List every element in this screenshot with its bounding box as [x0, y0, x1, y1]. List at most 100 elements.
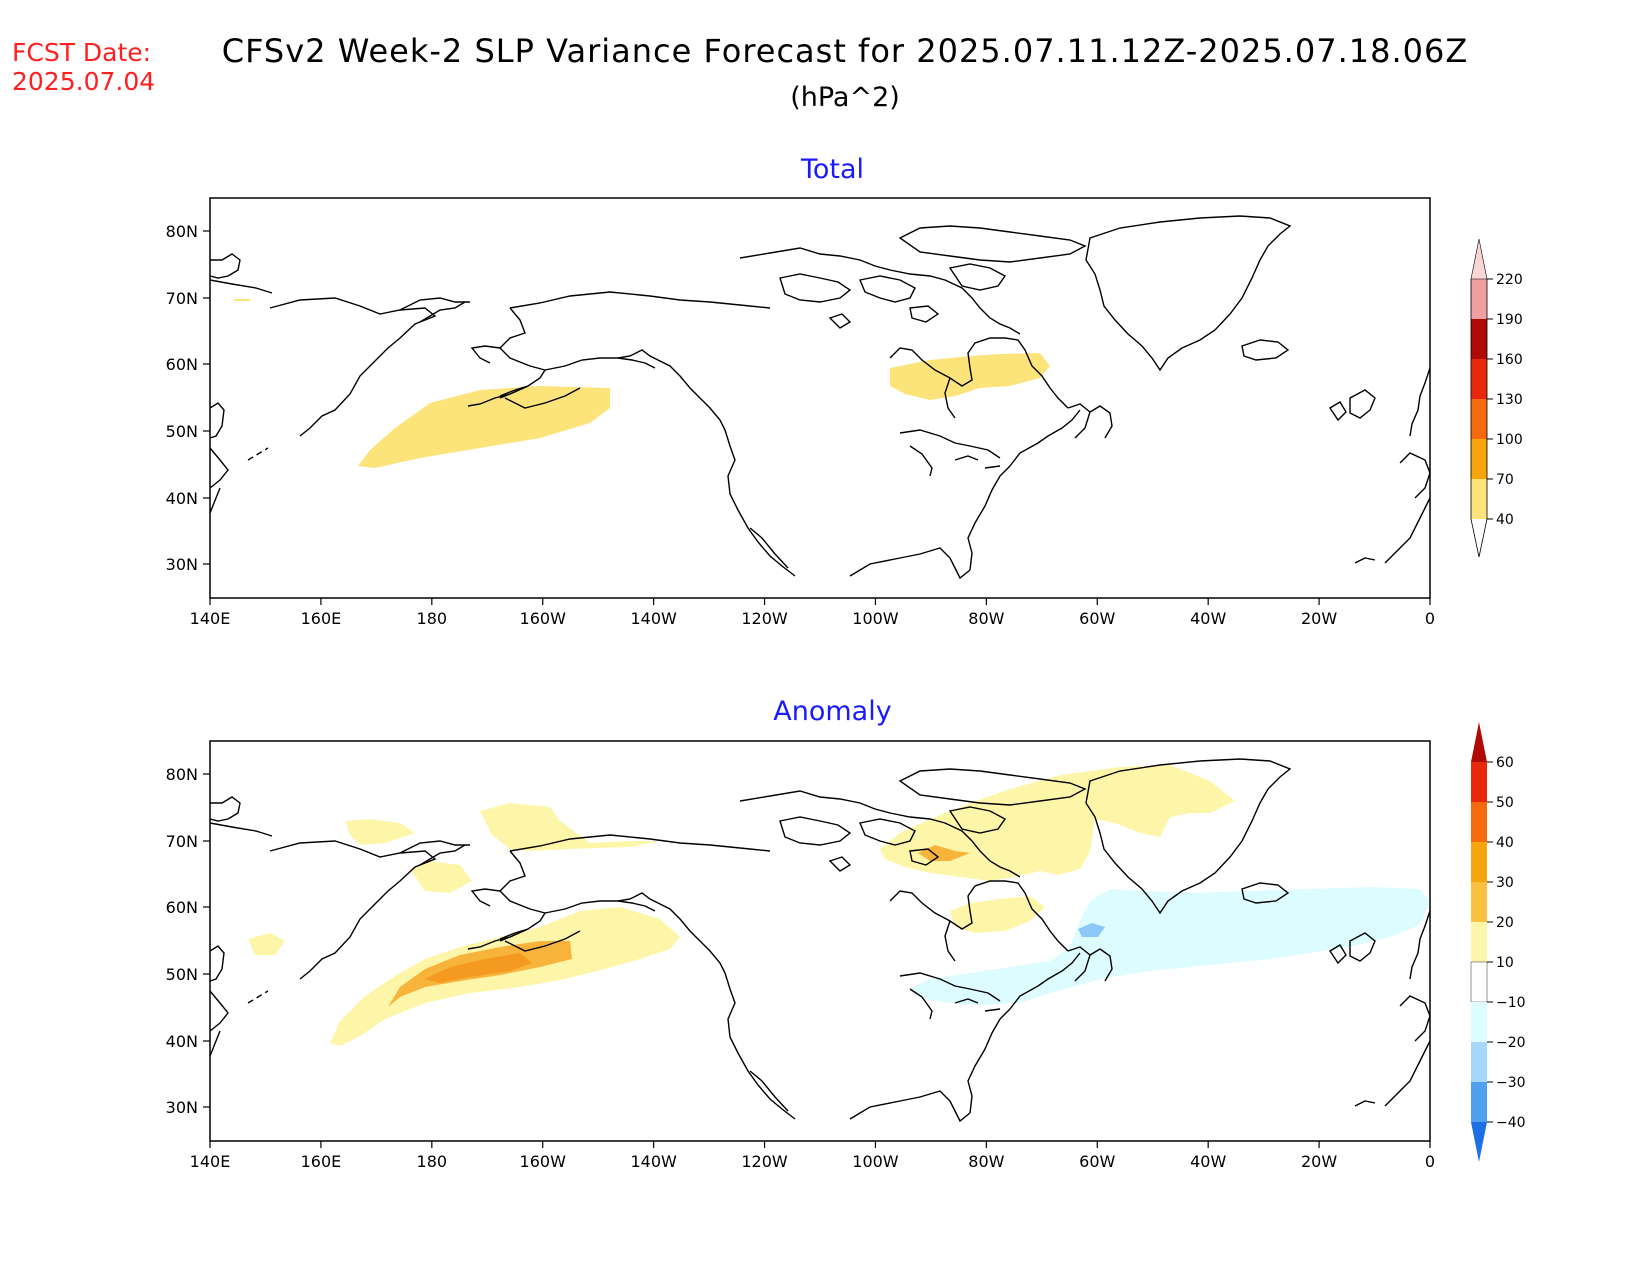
colorbar-label: 40 — [1496, 835, 1514, 851]
forecast-date-value: 2025.07.04 — [12, 67, 156, 96]
colorbar-label: −20 — [1496, 1035, 1526, 1051]
anomaly-alaska-region — [480, 803, 660, 851]
total-map-background — [210, 198, 1430, 598]
colorbar-swatch — [1471, 882, 1487, 922]
colorbar-swatch — [1471, 479, 1487, 519]
anomaly-bering-region — [410, 861, 472, 893]
lon-tick-label: 160W — [520, 1152, 567, 1171]
lat-tick-label: 40N — [166, 489, 198, 508]
anomaly-map-panel: 140E 160E 180 160W 140W 120W 100W 80W 60W 40W 20W 0… — [166, 740, 1435, 1171]
colorbar-label: 130 — [1496, 392, 1523, 408]
anomaly-arctic-region — [880, 765, 1235, 881]
colorbar-swatch — [1471, 1002, 1487, 1042]
colorbar-swatch — [1471, 762, 1487, 802]
colorbar-bottom-triangle — [1471, 1122, 1487, 1162]
colorbar-swatch — [1471, 922, 1487, 962]
anomaly-atlantic-negative-region — [910, 887, 1430, 1005]
lat-tick-label: 80N — [166, 222, 198, 241]
colorbar-label: 50 — [1496, 795, 1514, 811]
total-variance-pacific-region — [358, 386, 610, 468]
total-map-panel: 140E 160E 180 160W 140W 120W 100W 80W 60W 40W 20W 0… — [166, 197, 1435, 628]
lon-tick-label: 20W — [1301, 609, 1337, 628]
main-title: CFSv2 Week-2 SLP Variance Forecast for 2… — [221, 32, 1469, 70]
colorbar-label: −10 — [1496, 995, 1526, 1011]
colorbar-swatch — [1471, 1082, 1487, 1122]
colorbar-label: 100 — [1496, 432, 1523, 448]
lon-tick-label: 140E — [190, 1152, 231, 1171]
colorbar-swatch — [1471, 802, 1487, 842]
lon-tick-label: 40W — [1190, 609, 1226, 628]
panel-title-total: Total — [800, 154, 865, 185]
anomaly-chukotka-region — [345, 819, 415, 845]
lon-tick-label: 140E — [190, 609, 231, 628]
colorbar-label: −30 — [1496, 1075, 1526, 1091]
lon-tick-label: 120W — [741, 1152, 788, 1171]
forecast-date-label: FCST Date: 2025.07.04 — [12, 38, 155, 96]
colorbar-label: 30 — [1496, 875, 1514, 891]
total-axis-ticks: 140E 160E 180 160W 140W 120W 100W 80W 60W 40W 20W 0… — [166, 222, 1435, 628]
anomaly-colorbar: 60 50 40 30 20 10 −10 −20 −30 −40 — [1470, 722, 1526, 1162]
lon-tick-label: 80W — [968, 609, 1004, 628]
colorbar-swatch — [1470, 238, 1488, 280]
lon-tick-label: 80W — [968, 1152, 1004, 1171]
lat-tick-label: 50N — [166, 965, 198, 984]
lat-tick-label: 60N — [166, 355, 198, 374]
colorbar-swatch — [1471, 319, 1487, 359]
lat-tick-label: 40N — [166, 1032, 198, 1051]
lon-tick-label: 0 — [1425, 609, 1435, 628]
anomaly-pacific-light-region — [330, 907, 680, 1046]
total-colorbar: 40 70 100 130 160 190 220 — [1470, 238, 1523, 558]
lon-tick-label: 160E — [301, 1152, 342, 1171]
lat-tick-label: 80N — [166, 765, 198, 784]
colorbar-label: 10 — [1496, 955, 1514, 971]
lat-tick-label: 30N — [166, 1098, 198, 1117]
lon-tick-label: 160W — [520, 609, 567, 628]
colorbar-swatch — [1471, 1042, 1487, 1082]
colorbar-label: 20 — [1496, 915, 1514, 931]
lon-tick-label: 40W — [1190, 1152, 1226, 1171]
colorbar-label: 190 — [1496, 312, 1523, 328]
anomaly-hudson-region — [950, 896, 1045, 933]
lon-tick-label: 0 — [1425, 1152, 1435, 1171]
anomaly-map-frame — [209, 740, 1431, 1142]
colorbar-label: 160 — [1496, 352, 1523, 368]
units-label: (hPa^2) — [790, 82, 900, 113]
colorbar-label: 70 — [1496, 472, 1514, 488]
colorbar-swatch — [1471, 279, 1487, 319]
total-variance-hudson-region — [890, 353, 1050, 400]
colorbar-label: 220 — [1496, 272, 1523, 288]
lon-tick-label: 60W — [1079, 609, 1115, 628]
anomaly-kamchatka-region — [248, 933, 285, 955]
forecast-date-caption: FCST Date: — [12, 38, 152, 67]
colorbar-label: 60 — [1496, 755, 1514, 771]
lon-tick-label: 140W — [630, 1152, 677, 1171]
lon-tick-label: 180 — [417, 1152, 448, 1171]
colorbar-swatch — [1471, 399, 1487, 439]
colorbar-swatch — [1471, 439, 1487, 479]
lat-tick-label: 60N — [166, 898, 198, 917]
colorbar-label: −40 — [1496, 1115, 1526, 1131]
anomaly-arctic-orange-region — [918, 845, 970, 861]
lon-tick-label: 140W — [630, 609, 677, 628]
anomaly-axis-ticks: 140E 160E 180 160W 140W 120W 100W 80W 60W 40W 20W 0… — [166, 765, 1435, 1171]
lon-tick-label: 120W — [741, 609, 788, 628]
colorbar-swatch — [1471, 359, 1487, 399]
panel-title-anomaly: Anomaly — [773, 696, 892, 727]
lon-tick-label: 100W — [852, 1152, 899, 1171]
colorbar-swatch — [1470, 961, 1488, 1003]
lon-tick-label: 180 — [417, 609, 448, 628]
lon-tick-label: 60W — [1079, 1152, 1115, 1171]
colorbar-top-triangle — [1471, 722, 1487, 762]
lon-tick-label: 160E — [301, 609, 342, 628]
lat-tick-label: 50N — [166, 422, 198, 441]
lon-tick-label: 100W — [852, 609, 899, 628]
anomaly-pacific-core-region — [425, 953, 532, 983]
anomaly-labrador-sea-region — [1078, 923, 1105, 937]
lon-tick-label: 20W — [1301, 1152, 1337, 1171]
lat-tick-label: 30N — [166, 555, 198, 574]
lat-tick-label: 70N — [166, 289, 198, 308]
colorbar-swatch — [1471, 842, 1487, 882]
lat-tick-label: 70N — [166, 832, 198, 851]
total-map-frame — [209, 197, 1431, 599]
